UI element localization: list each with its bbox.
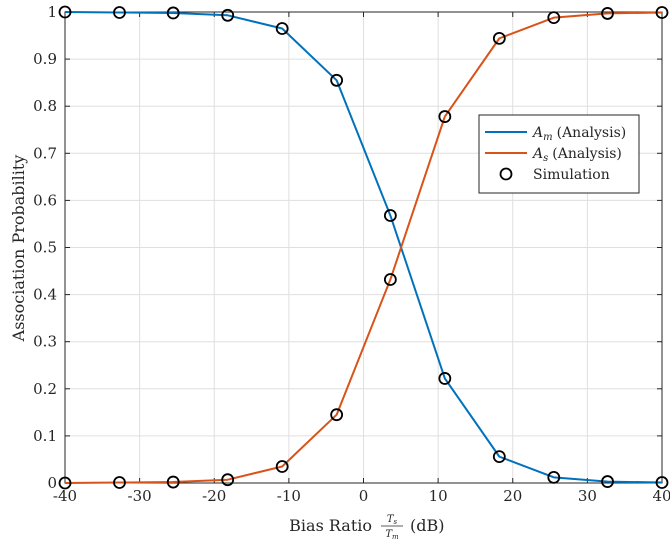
- simulation-point-am: [438, 372, 452, 385]
- x-tick-label: -30: [128, 487, 152, 505]
- y-tick-label: 0.7: [33, 144, 57, 162]
- legend-label-simulation: Simulation: [533, 167, 610, 183]
- y-tick-label: 0.4: [33, 286, 57, 304]
- simulation-point-as: [492, 31, 506, 45]
- y-tick-label: 1: [47, 3, 57, 21]
- simulation-point-as: [275, 460, 289, 473]
- x-axis-label-text: Bias Ratio: [289, 516, 372, 535]
- y-tick-label: 0.3: [33, 333, 57, 351]
- simulation-point-as: [547, 11, 561, 25]
- x-axis-unit: (dB): [410, 516, 444, 535]
- y-tick-label: 0: [47, 474, 57, 492]
- simulation-point-am: [58, 5, 72, 19]
- y-tick-label: 0.2: [33, 380, 57, 398]
- legend-label-as: As (Analysis): [531, 146, 622, 164]
- fraction-denominator: Tm: [385, 529, 399, 541]
- simulation-point-am: [601, 475, 614, 488]
- simulation-point-am: [113, 6, 126, 19]
- y-axis-label: Association Probability: [9, 155, 28, 343]
- y-tick-label: 0.9: [33, 50, 57, 68]
- simulation-point-as: [221, 473, 235, 487]
- simulation-point-as: [58, 476, 72, 490]
- simulation-point-am: [492, 450, 506, 464]
- x-axis-fraction: Ts Tm: [381, 514, 403, 541]
- x-tick-label: 0: [359, 487, 369, 505]
- simulation-point-as: [113, 476, 126, 489]
- x-tick-label: -40: [53, 487, 77, 505]
- x-tick-label: -10: [277, 487, 301, 505]
- x-tick-label: 20: [503, 487, 522, 505]
- axis-ticks: -40 -30 -20 -10 0 10 20 30 40 0 0.1 0.2 0.3 0.4 0.5 0.6…: [33, 3, 670, 505]
- simulation-point-am: [547, 470, 561, 484]
- simulation-point-as: [601, 7, 614, 20]
- x-tick-label: 10: [429, 487, 448, 505]
- simulation-point-am: [383, 209, 397, 222]
- simulation-point-as: [438, 110, 452, 123]
- simulation-point-am: [655, 476, 669, 489]
- series-line-am: [64, 11, 663, 484]
- series-lines: [64, 11, 663, 484]
- y-tick-label: 0.1: [33, 427, 57, 445]
- simulation-point-as: [383, 273, 397, 286]
- simulation-markers: [58, 5, 669, 490]
- y-tick-label: 0.6: [33, 191, 57, 209]
- simulation-point-am: [275, 22, 289, 35]
- simulation-point-as: [655, 6, 669, 19]
- legend-marker-simulation: [499, 167, 513, 181]
- legend: Am (Analysis) As (Analysis) Simulation: [478, 114, 640, 194]
- fraction-numerator: Ts: [387, 514, 398, 526]
- y-tick-label: 0.5: [33, 239, 57, 257]
- x-tick-label: 30: [578, 487, 597, 505]
- simulation-point-as: [166, 475, 180, 489]
- simulation-point-as: [330, 408, 344, 422]
- x-tick-label: -20: [202, 487, 226, 505]
- simulation-point-am: [166, 6, 180, 20]
- simulation-point-am: [330, 73, 344, 87]
- legend-label-am: Am (Analysis): [531, 125, 626, 143]
- series-line-as: [64, 11, 663, 484]
- simulation-point-am: [221, 8, 235, 22]
- y-tick-label: 0.8: [33, 97, 57, 115]
- x-tick-label: 40: [652, 487, 670, 505]
- x-axis-label: Bias Ratio Ts Tm (dB): [289, 514, 444, 541]
